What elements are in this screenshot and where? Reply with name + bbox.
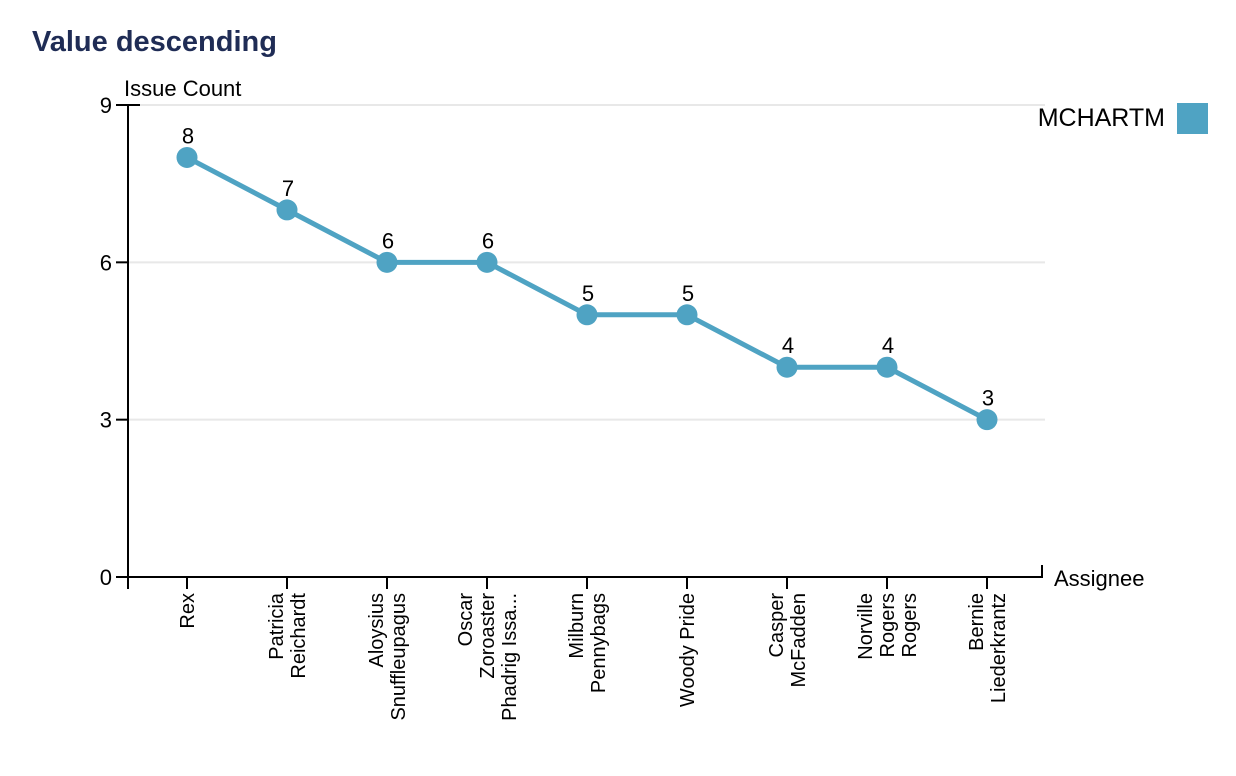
x-axis-title: Assignee bbox=[1054, 566, 1145, 591]
y-tick-label: 0 bbox=[100, 565, 112, 590]
y-tick-label: 6 bbox=[100, 250, 112, 275]
x-category-label-group: PatriciaReichardt bbox=[266, 592, 310, 678]
x-category-label: MilburnPennybags bbox=[566, 593, 610, 693]
legend-swatch-icon bbox=[1177, 103, 1208, 134]
x-category-label-group: MilburnPennybags bbox=[566, 593, 610, 693]
data-point[interactable] bbox=[576, 304, 598, 326]
value-label: 8 bbox=[182, 123, 194, 148]
x-axis bbox=[128, 565, 1043, 578]
x-category-label: BernieLiederkrantz bbox=[966, 593, 1010, 703]
y-tick-label: 9 bbox=[100, 93, 112, 118]
x-category-label: NorvilleRogersRogers bbox=[855, 593, 921, 660]
data-point[interactable] bbox=[376, 251, 398, 273]
x-category-label-group: AloysiusSnuffleupagus bbox=[366, 593, 410, 721]
x-category-label: AloysiusSnuffleupagus bbox=[366, 593, 410, 721]
data-point[interactable] bbox=[776, 356, 798, 378]
value-label: 5 bbox=[682, 281, 694, 306]
page-title: Value descending bbox=[32, 26, 277, 58]
data-point[interactable] bbox=[676, 304, 698, 326]
value-label: 6 bbox=[482, 228, 494, 253]
value-label: 4 bbox=[882, 333, 894, 358]
x-category-label-group: Woody Pride bbox=[677, 593, 699, 707]
data-point[interactable] bbox=[476, 251, 498, 273]
x-category-label-group: BernieLiederkrantz bbox=[966, 593, 1010, 703]
x-category-label-group: OscarZoroasterPhadrig Issa... bbox=[455, 593, 521, 721]
x-category-label-group: NorvilleRogersRogers bbox=[855, 593, 921, 660]
x-category-label: CasperMcFadden bbox=[766, 593, 810, 688]
data-point[interactable] bbox=[176, 146, 198, 168]
x-category-label: PatriciaReichardt bbox=[266, 592, 310, 678]
data-point[interactable] bbox=[276, 199, 298, 221]
value-label: 7 bbox=[282, 176, 294, 201]
data-point[interactable] bbox=[876, 356, 898, 378]
legend-series-label: MCHARTM bbox=[1037, 104, 1165, 132]
x-category-label: Woody Pride bbox=[677, 593, 699, 707]
value-label: 6 bbox=[382, 228, 394, 253]
x-category-label-group: CasperMcFadden bbox=[766, 593, 810, 688]
x-category-label: OscarZoroasterPhadrig Issa... bbox=[455, 593, 521, 721]
value-label: 5 bbox=[582, 281, 594, 306]
y-axis bbox=[127, 104, 140, 589]
y-axis-title: Issue Count bbox=[124, 76, 242, 101]
x-category-label-group: Rex bbox=[177, 593, 199, 629]
value-label: 3 bbox=[982, 386, 994, 411]
legend-item[interactable]: MCHARTM bbox=[1038, 103, 1208, 134]
value-label: 4 bbox=[782, 333, 794, 358]
y-tick-label: 3 bbox=[100, 408, 112, 433]
x-category-label: Rex bbox=[177, 593, 199, 629]
data-point[interactable] bbox=[976, 409, 998, 431]
